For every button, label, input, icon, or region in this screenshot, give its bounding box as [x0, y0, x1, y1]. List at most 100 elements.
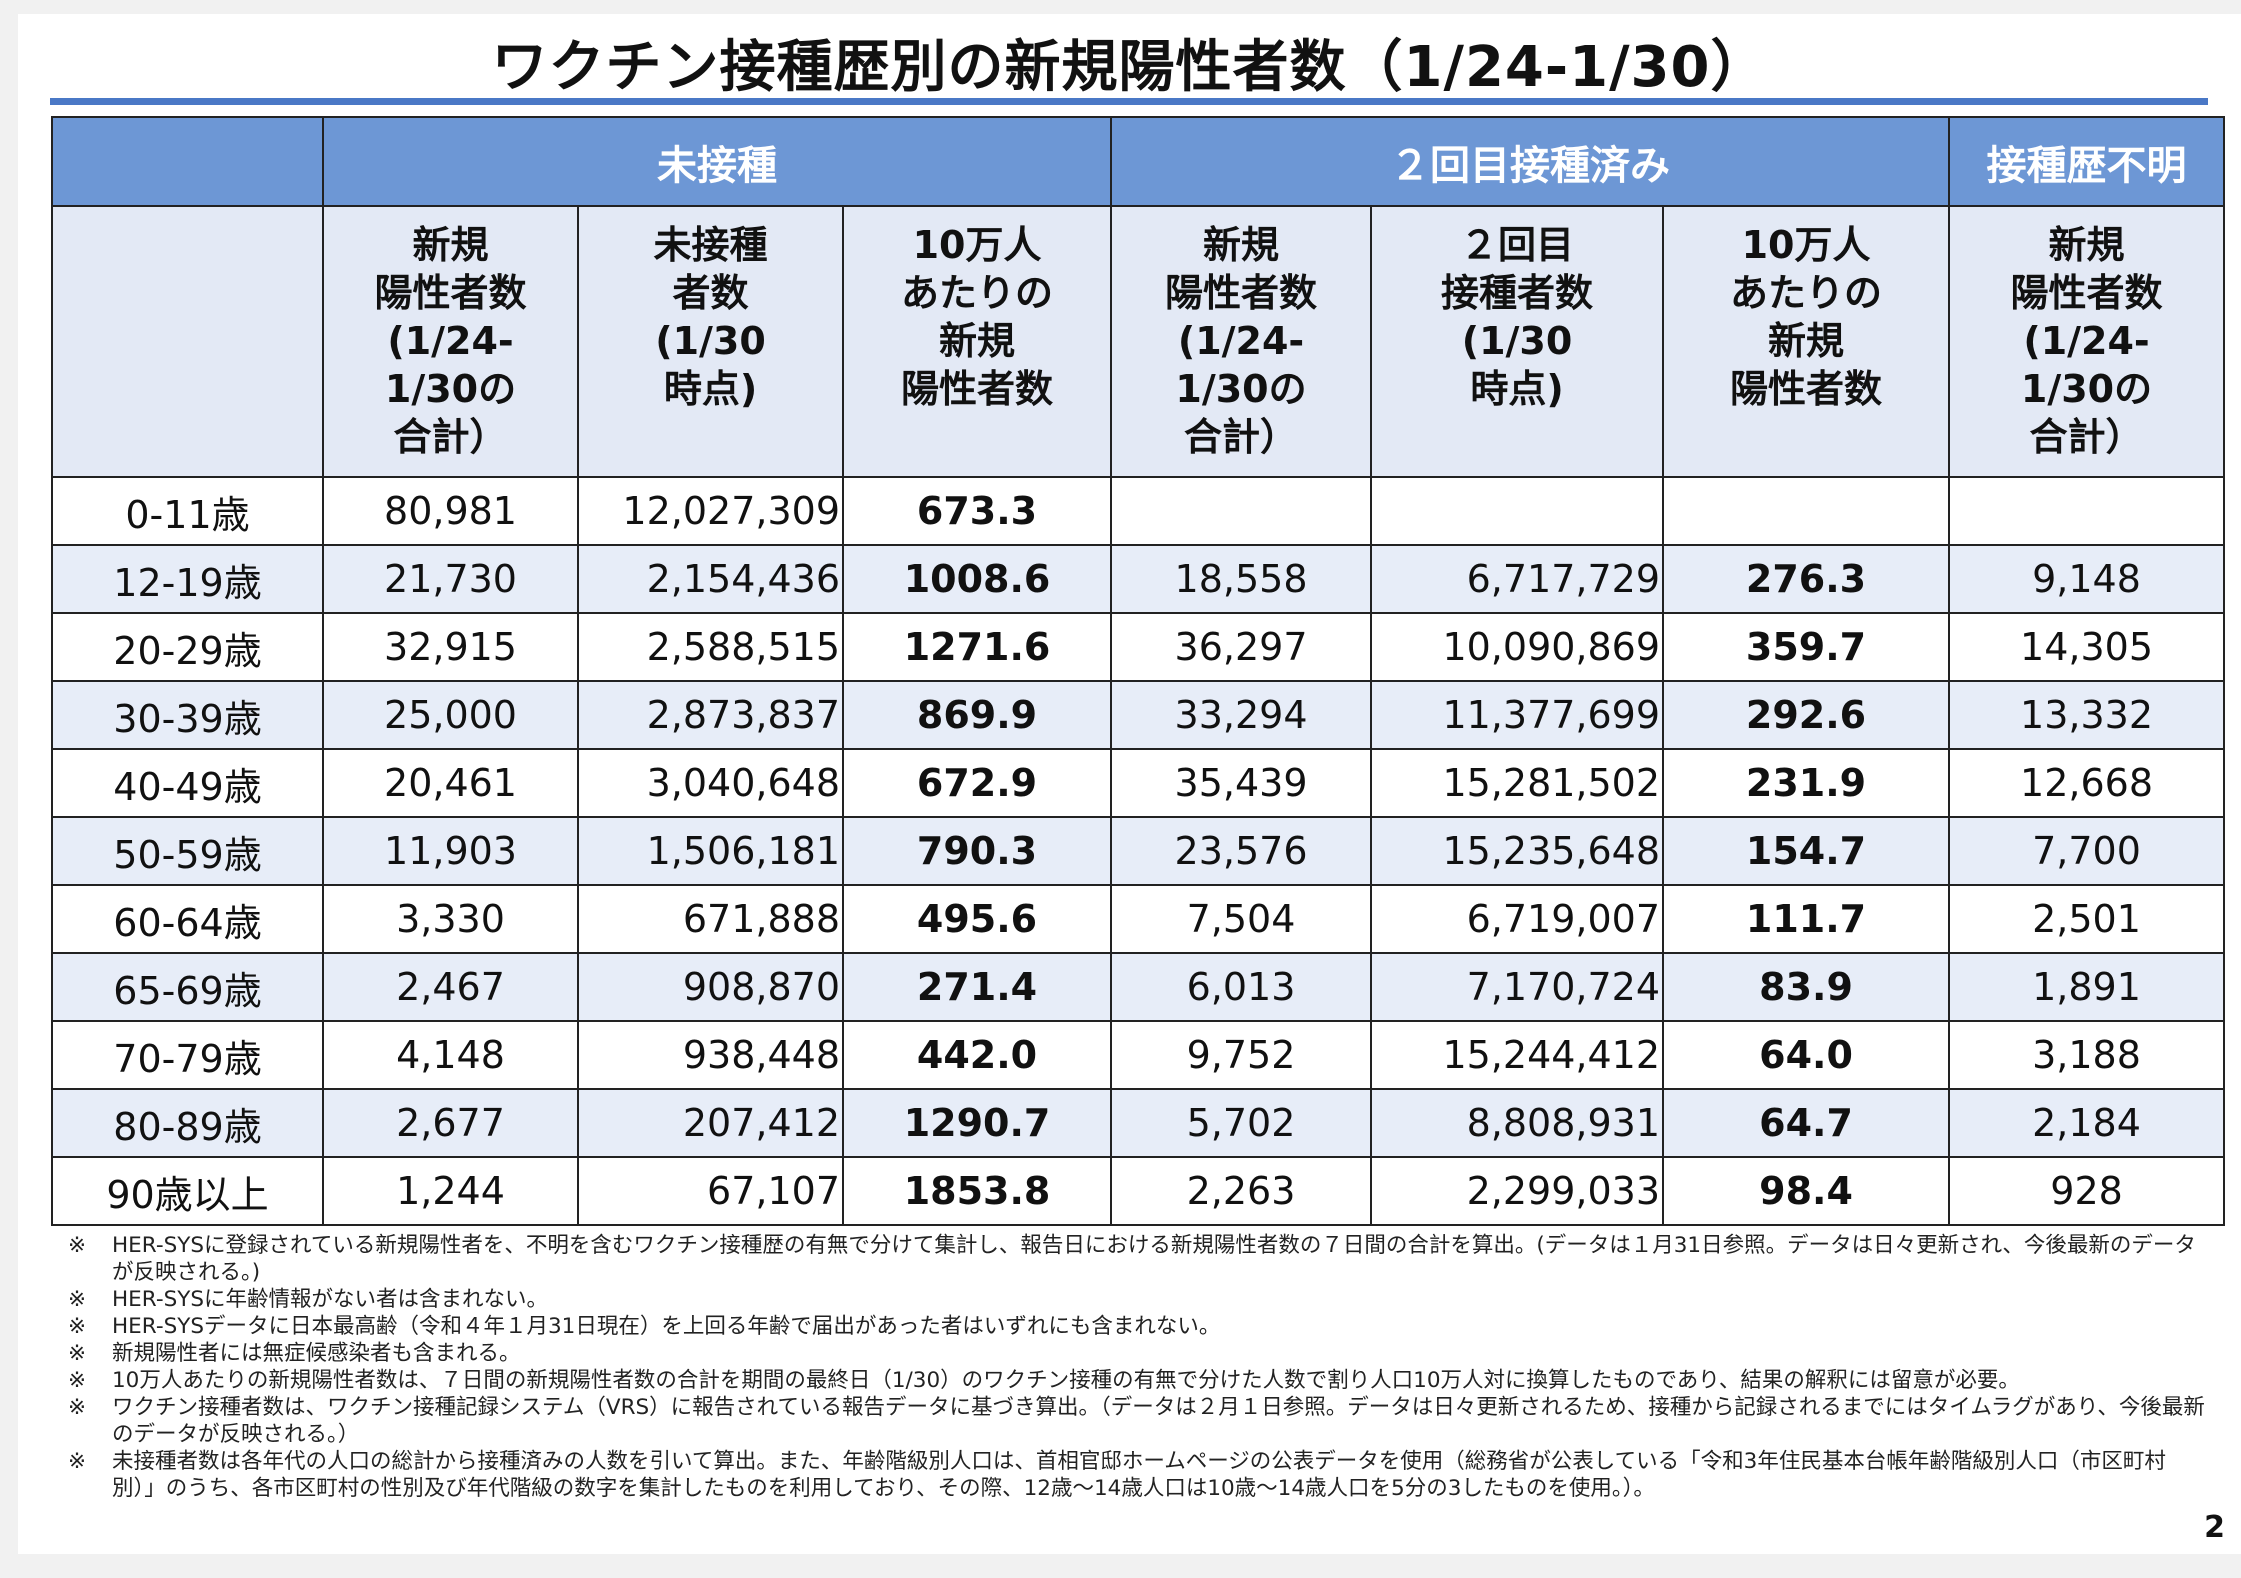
table-cell: 495.6 — [841, 884, 1113, 954]
slide: ワクチン接種歴別の新規陽性者数（1/24-1/30） 未接種 ２回目接種済み 接… — [18, 14, 2241, 1554]
footnote: ※ 未接種者数は各年代の人口の総計から接種済みの人数を引いて算出。また、年齢階級別… — [68, 1448, 2208, 1502]
table-cell: 1,891 — [1948, 952, 2226, 1022]
footnotes: ※ HER-SYSに登録されている新規陽性者を、不明を含むワクチン接種歴の有無で分… — [68, 1232, 2208, 1502]
table-cell: 271.4 — [841, 952, 1113, 1022]
footnote-mark: ※ — [68, 1287, 87, 1312]
table-cell: 9,148 — [1948, 544, 2226, 614]
table-cell: 10,090,869 — [1370, 612, 1665, 682]
footnote-mark: ※ — [68, 1233, 87, 1258]
table-row: 30-39歳 25,000 2,873,837 869.9 33,294 11,377,6… — [51, 680, 2226, 750]
table-cell: 25,000 — [322, 680, 579, 750]
age-group-cell: 30-39歳 — [51, 680, 324, 750]
table-cell: 64.0 — [1662, 1020, 1951, 1090]
footnote-text: 10万人あたりの新規陽性者数は、７日間の新規陽性者数の合計を期間の最終日（1/3… — [112, 1368, 2020, 1393]
footnote-mark: ※ — [68, 1314, 87, 1339]
table-row: 65-69歳 2,467 908,870 271.4 6,013 7,170,724 83.… — [51, 952, 2226, 1022]
table-cell: 111.7 — [1662, 884, 1951, 954]
table-cell: 5,702 — [1110, 1088, 1373, 1158]
table-cell: 359.7 — [1662, 612, 1951, 682]
table-cell: 928 — [1948, 1156, 2226, 1226]
table-cell: 908,870 — [577, 952, 844, 1022]
table-cell: 2,299,033 — [1370, 1156, 1665, 1226]
subheader-cell: 新規 陽性者数 (1/24- 1/30の 合計） — [322, 205, 579, 478]
table-cell: 80,981 — [322, 476, 579, 546]
table-cell: 6,717,729 — [1370, 544, 1665, 614]
table-cell: 2,467 — [322, 952, 579, 1022]
subheader-cell: 10万人 あたりの 新規 陽性者数 — [841, 205, 1113, 478]
table-cell: 2,588,515 — [577, 612, 844, 682]
table-cell: 276.3 — [1662, 544, 1951, 614]
table-cell: 1008.6 — [841, 544, 1113, 614]
table-cell: 938,448 — [577, 1020, 844, 1090]
age-group-cell: 20-29歳 — [51, 612, 324, 682]
empty-cell — [1370, 476, 1665, 546]
table-cell: 11,903 — [322, 816, 579, 886]
age-group-cell: 90歳以上 — [51, 1156, 324, 1226]
table-body: 0-11歳 80,981 12,027,309 673.3 12-19歳 21,730 2,… — [51, 476, 2226, 1226]
table-cell: 36,297 — [1110, 612, 1373, 682]
footnote: ※ HER-SYSに年齢情報がない者は含まれない。 — [68, 1286, 2208, 1313]
table-cell: 7,504 — [1110, 884, 1373, 954]
age-group-cell: 70-79歳 — [51, 1020, 324, 1090]
table-cell: 1290.7 — [841, 1088, 1113, 1158]
table-cell: 98.4 — [1662, 1156, 1951, 1226]
table-cell: 15,244,412 — [1370, 1020, 1665, 1090]
vaccination-table: 未接種 ２回目接種済み 接種歴不明 新規 陽性者数 (1/24- 1/30の 合… — [51, 116, 2226, 1226]
table-cell: 442.0 — [841, 1020, 1113, 1090]
footnote: ※ HER-SYSデータに日本最高齢（令和４年１月31日現在）を上回る年齢で届出が… — [68, 1313, 2208, 1340]
table-row: 40-49歳 20,461 3,040,648 672.9 35,439 15,281,5… — [51, 748, 2226, 818]
footnote-text: 新規陽性者には無症候感染者も含まれる。 — [112, 1341, 521, 1366]
age-group-cell: 12-19歳 — [51, 544, 324, 614]
empty-cell — [1110, 476, 1373, 546]
subheader-cell: 新規 陽性者数 (1/24- 1/30の 合計） — [1948, 205, 2226, 478]
table-cell: 33,294 — [1110, 680, 1373, 750]
footnote-mark: ※ — [68, 1395, 87, 1420]
table-cell: 67,107 — [577, 1156, 844, 1226]
table-cell: 2,501 — [1948, 884, 2226, 954]
footnote-mark: ※ — [68, 1449, 87, 1474]
group-header-unvaccinated: 未接種 — [321, 116, 1113, 207]
footnote: ※ HER-SYSに登録されている新規陽性者を、不明を含むワクチン接種歴の有無で分… — [68, 1232, 2208, 1286]
table-cell: 21,730 — [322, 544, 579, 614]
group-header-unknown: 接種歴不明 — [1948, 116, 2226, 207]
table-cell: 13,332 — [1948, 680, 2226, 750]
table-cell: 673.3 — [841, 476, 1113, 546]
table-cell: 3,040,648 — [577, 748, 844, 818]
table-cell: 15,235,648 — [1370, 816, 1665, 886]
table-cell: 64.7 — [1662, 1088, 1951, 1158]
table-row: 50-59歳 11,903 1,506,181 790.3 23,576 15,235,6… — [51, 816, 2226, 886]
table-cell: 231.9 — [1662, 748, 1951, 818]
table-cell: 3,330 — [322, 884, 579, 954]
subheader-cell: 未接種 者数 (1/30 時点) — [577, 205, 844, 478]
footnote-text: ワクチン接種者数は、ワクチン接種記録システム（VRS）に報告されている報告データ… — [112, 1395, 2205, 1447]
table-cell: 11,377,699 — [1370, 680, 1665, 750]
subheader-cell: 10万人 あたりの 新規 陽性者数 — [1662, 205, 1951, 478]
table-cell: 7,700 — [1948, 816, 2226, 886]
table-cell: 671,888 — [577, 884, 844, 954]
table-cell: 12,668 — [1948, 748, 2226, 818]
footnote-text: 未接種者数は各年代の人口の総計から接種済みの人数を引いて算出。また、年齢階級別人… — [112, 1449, 2166, 1501]
footnote-text: HER-SYSデータに日本最高齢（令和４年１月31日現在）を上回る年齢で届出があ… — [112, 1314, 1221, 1339]
table-cell: 83.9 — [1662, 952, 1951, 1022]
table-cell: 2,873,837 — [577, 680, 844, 750]
table-cell: 1271.6 — [841, 612, 1113, 682]
table-cell: 2,154,436 — [577, 544, 844, 614]
empty-cell — [1662, 476, 1951, 546]
subheader-cell: ２回目 接種者数 (1/30 時点) — [1370, 205, 1665, 478]
footnote-text: HER-SYSに年齢情報がない者は含まれない。 — [112, 1287, 549, 1312]
age-group-cell: 80-89歳 — [51, 1088, 324, 1158]
table-cell: 15,281,502 — [1370, 748, 1665, 818]
table-cell: 12,027,309 — [577, 476, 844, 546]
table-cell: 6,719,007 — [1370, 884, 1665, 954]
table-cell: 154.7 — [1662, 816, 1951, 886]
subheader-blank — [51, 205, 324, 478]
table-cell: 672.9 — [841, 748, 1113, 818]
table-row: 12-19歳 21,730 2,154,436 1008.6 18,558 6,717,7… — [51, 544, 2226, 614]
table-row: 60-64歳 3,330 671,888 495.6 7,504 6,719,007 111… — [51, 884, 2226, 954]
table-cell: 20,461 — [322, 748, 579, 818]
table-cell: 6,013 — [1110, 952, 1373, 1022]
subheader-cell: 新規 陽性者数 (1/24- 1/30の 合計） — [1110, 205, 1373, 478]
table-cell: 1,506,181 — [577, 816, 844, 886]
table-cell: 7,170,724 — [1370, 952, 1665, 1022]
table-cell: 869.9 — [841, 680, 1113, 750]
